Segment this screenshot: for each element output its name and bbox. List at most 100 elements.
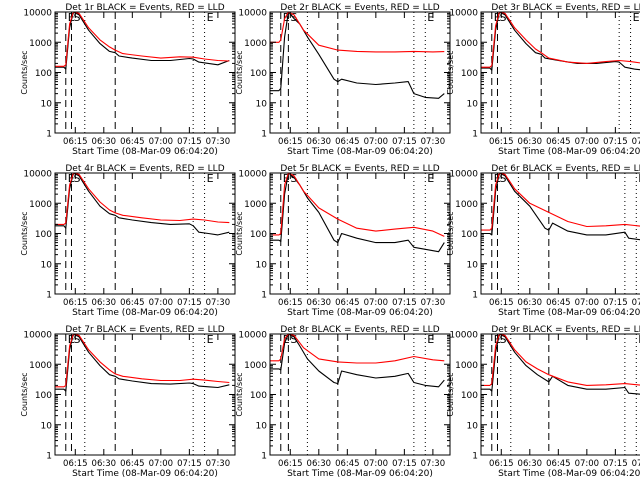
chart-7-axes-frame bbox=[54, 333, 236, 456]
chart-3-marker-label-6: E bbox=[633, 11, 640, 24]
chart-1-title: Det 1r BLACK = Events, RED = LLD bbox=[65, 3, 224, 13]
chart-5-ylabel: Counts/sec bbox=[235, 211, 244, 255]
chart-5-x-tick-label: 07:15 bbox=[392, 298, 417, 308]
chart-7-marker-label-6: E bbox=[207, 333, 214, 346]
chart-5-series-black bbox=[270, 172, 445, 253]
chart-1-ylabel: Counts/sec bbox=[20, 50, 29, 94]
chart-1-series-black bbox=[55, 11, 230, 70]
chart-8-x-tick-label: 07:00 bbox=[364, 459, 389, 469]
chart-7-ylabel: Counts/sec bbox=[20, 372, 29, 416]
chart-5-marker-label-2: S bbox=[290, 172, 297, 185]
chart-9-x-tick-label: 06:15 bbox=[489, 459, 514, 469]
chart-4-y-tick-label: 1 bbox=[46, 291, 52, 301]
chart-3-y-tick-label: 10000 bbox=[449, 9, 478, 19]
chart-2-series-red bbox=[270, 11, 445, 53]
chart-6-title: Det 6r BLACK = Events, RED = LLD bbox=[491, 164, 640, 174]
chart-6-y-tick-label: 10000 bbox=[449, 170, 478, 180]
chart-2-xlabel: Start Time (08-Mar-09 06:04:20) bbox=[287, 147, 433, 157]
chart-9-y-tick-label: 10 bbox=[467, 421, 479, 431]
chart-6-x-tick-label: 06:15 bbox=[489, 298, 514, 308]
chart-2-series-black bbox=[270, 11, 445, 99]
chart-8-y-tick-label: 10 bbox=[256, 421, 268, 431]
chart-2-x-tick-label: 07:15 bbox=[392, 137, 417, 147]
chart-2-y-tick-label: 10 bbox=[256, 99, 268, 109]
chart-3-x-tick-label: 06:30 bbox=[518, 137, 543, 147]
chart-6-marker-label-6: E bbox=[638, 172, 640, 185]
chart-9-x-tick-label: 06:45 bbox=[546, 459, 571, 469]
chart-8-title: Det 8r BLACK = Events, RED = LLD bbox=[280, 325, 439, 335]
chart-1-x-tick-label: 06:30 bbox=[92, 137, 117, 147]
chart-2-x-tick-label: 06:15 bbox=[278, 137, 303, 147]
chart-2-x-tick-label: 06:30 bbox=[307, 137, 332, 147]
chart-2-ylabel: Counts/sec bbox=[235, 50, 244, 94]
chart-9-axes-frame bbox=[480, 333, 640, 456]
chart-5-y-tick-label: 1 bbox=[261, 291, 267, 301]
chart-9-y-tick-label: 1 bbox=[472, 452, 478, 462]
chart-1-y-tick-label: 10000 bbox=[23, 9, 52, 19]
chart-7-y-tick-label: 1000 bbox=[29, 361, 52, 371]
chart-2-y-tick-label: 1 bbox=[261, 130, 267, 140]
chart-4-marker-label-6: E bbox=[207, 172, 214, 185]
chart-3-y-tick-label: 100 bbox=[461, 69, 478, 79]
chart-7-x-tick-label: 06:15 bbox=[63, 459, 88, 469]
chart-7-series-black bbox=[55, 333, 230, 392]
chart-4-x-tick-label: 07:15 bbox=[177, 298, 202, 308]
chart-7-x-tick-label: 07:15 bbox=[177, 459, 202, 469]
chart-3-x-tick-label: 07:15 bbox=[603, 137, 628, 147]
chart-8-x-tick-label: 07:15 bbox=[392, 459, 417, 469]
chart-8-axes-frame bbox=[269, 333, 451, 456]
chart-1-axes-frame bbox=[54, 11, 236, 134]
chart-5-axes-frame bbox=[269, 172, 451, 295]
chart-5-y-tick-label: 1000 bbox=[244, 200, 267, 210]
chart-4-series-black bbox=[55, 172, 230, 236]
chart-7-x-tick-label: 07:30 bbox=[206, 459, 231, 469]
chart-8-series-red bbox=[270, 333, 445, 364]
chart-3-x-tick-label: 07:30 bbox=[632, 137, 640, 147]
chart-6-marker-label-2: S bbox=[499, 172, 506, 185]
chart-6-panel: ESE11010010001000006:1506:3006:4507:0007… bbox=[446, 164, 640, 318]
chart-7-marker-label-2: S bbox=[73, 333, 80, 346]
chart-8-marker-label-2: S bbox=[290, 333, 297, 346]
chart-8-series-black bbox=[270, 333, 445, 388]
chart-4-x-tick-label: 07:30 bbox=[206, 298, 231, 308]
chart-2-x-tick-label: 07:30 bbox=[421, 137, 446, 147]
chart-4-y-tick-label: 10 bbox=[41, 260, 53, 270]
chart-9-x-tick-label: 06:30 bbox=[518, 459, 543, 469]
chart-6-x-tick-label: 07:30 bbox=[632, 298, 640, 308]
chart-2-y-tick-label: 10000 bbox=[238, 9, 267, 19]
chart-8-y-tick-label: 1 bbox=[261, 452, 267, 462]
chart-2-title: Det 2r BLACK = Events, RED = LLD bbox=[280, 3, 439, 13]
chart-5-xlabel: Start Time (08-Mar-09 06:04:20) bbox=[287, 308, 433, 318]
chart-2-marker-label-1: E bbox=[283, 11, 290, 24]
chart-5-x-tick-label: 07:00 bbox=[364, 298, 389, 308]
chart-3-y-tick-label: 1000 bbox=[455, 39, 478, 49]
chart-3-y-tick-label: 10 bbox=[467, 99, 479, 109]
chart-6-y-tick-label: 1 bbox=[472, 291, 478, 301]
chart-9-y-tick-label: 100 bbox=[461, 391, 478, 401]
chart-9-xlabel: Start Time (08-Mar-09 06:04:20) bbox=[498, 469, 640, 479]
chart-5-y-tick-label: 10000 bbox=[238, 170, 267, 180]
chart-4-ylabel: Counts/sec bbox=[20, 211, 29, 255]
chart-1-x-tick-label: 07:30 bbox=[206, 137, 231, 147]
chart-4-series-red bbox=[55, 172, 230, 225]
chart-9-ylabel: Counts/sec bbox=[446, 372, 455, 416]
chart-9-marker-label-2: S bbox=[499, 333, 506, 346]
chart-1-y-tick-label: 1 bbox=[46, 130, 52, 140]
chart-1-series-red bbox=[55, 11, 230, 67]
chart-4-y-tick-label: 1000 bbox=[29, 200, 52, 210]
chart-8-xlabel: Start Time (08-Mar-09 06:04:20) bbox=[287, 469, 433, 479]
chart-7-y-tick-label: 10000 bbox=[23, 331, 52, 341]
chart-6-x-tick-label: 07:00 bbox=[575, 298, 600, 308]
chart-3-y-tick-label: 1 bbox=[472, 130, 478, 140]
chart-1-y-tick-label: 10 bbox=[41, 99, 53, 109]
chart-9-x-tick-label: 07:15 bbox=[603, 459, 628, 469]
chart-3-panel: ESE11010010001000006:1506:3006:4507:0007… bbox=[446, 3, 640, 157]
chart-4-xlabel: Start Time (08-Mar-09 06:04:20) bbox=[72, 308, 218, 318]
chart-8-y-tick-label: 100 bbox=[250, 391, 267, 401]
chart-6-y-tick-label: 10 bbox=[467, 260, 479, 270]
chart-1-panel: ESE11010010001000006:1506:3006:4507:0007… bbox=[20, 3, 236, 157]
chart-3-xlabel: Start Time (08-Mar-09 06:04:20) bbox=[498, 147, 640, 157]
chart-7-y-tick-label: 1 bbox=[46, 452, 52, 462]
